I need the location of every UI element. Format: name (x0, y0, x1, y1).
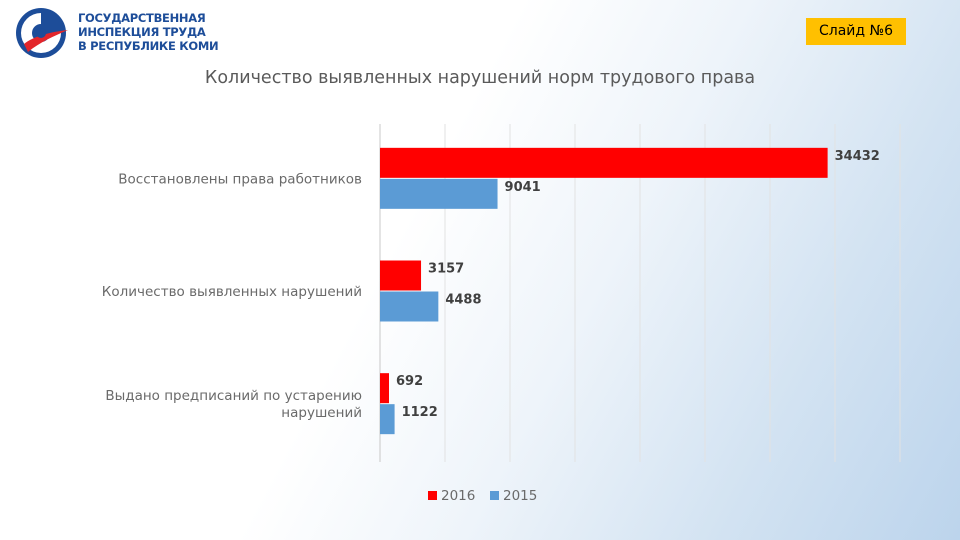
org-name-line-2: ИНСПЕКЦИЯ ТРУДА (78, 25, 206, 39)
bar-2016 (380, 147, 828, 178)
data-label-2015: 4488 (445, 293, 481, 308)
category-label-line: Количество выявленных нарушений (102, 284, 362, 300)
bar-2015 (380, 291, 439, 322)
org-name-line-3: В РЕСПУБЛИКЕ КОМИ (78, 39, 219, 53)
category-label: Количество выявленных нарушений (102, 284, 362, 300)
legend-swatch-2015 (490, 491, 499, 500)
organization-name: ГОСУДАРСТВЕННАЯ ИНСПЕКЦИЯ ТРУДА В РЕСПУБ… (78, 11, 219, 53)
state-labor-inspection-logo-icon (16, 8, 68, 58)
legend-label-2016: 2016 (441, 488, 475, 504)
bar-2015 (380, 178, 498, 209)
category-label: Выдано предписаний по устарению нарушений (105, 388, 362, 421)
data-label-2016: 34432 (835, 149, 880, 164)
chart-title: Количество выявленных нарушений норм тру… (205, 68, 755, 88)
slide-number-badge: Слайд №6 (806, 18, 906, 45)
data-label-2015: 1122 (402, 405, 438, 420)
legend-swatch-2016 (428, 491, 437, 500)
category-label-line: нарушений (281, 405, 362, 421)
legend-label-2015: 2015 (503, 488, 537, 504)
category-label-line: Выдано предписаний по устарению (105, 388, 362, 404)
bar-2016 (380, 260, 422, 291)
data-label-2016: 692 (396, 374, 423, 389)
category-label: Восстановлены права работников (118, 171, 362, 187)
data-label-2016: 3157 (428, 262, 464, 277)
bar-2015 (380, 404, 395, 435)
data-label-2015: 9041 (505, 180, 541, 195)
category-label-line: Восстановлены права работников (118, 171, 362, 187)
org-name-line-1: ГОСУДАРСТВЕННАЯ (78, 11, 206, 25)
bar-2016 (380, 373, 389, 404)
